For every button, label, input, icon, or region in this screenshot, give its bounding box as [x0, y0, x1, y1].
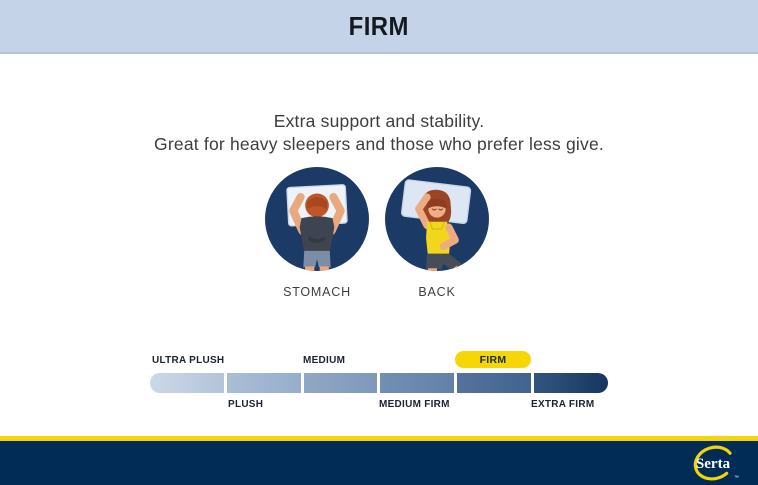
- scale-label-medium-firm: MEDIUM FIRM: [379, 398, 450, 410]
- firmness-scale: ULTRA PLUSH MEDIUM FIRM PLUSH MEDIUM FIR…: [150, 351, 608, 413]
- scale-label-firm: FIRM: [479, 353, 507, 366]
- sleep-positions: STOMACH: [0, 167, 758, 307]
- sleep-position-label: STOMACH: [283, 285, 351, 299]
- serta-logo-text: Serta: [696, 456, 731, 472]
- firmness-segment-ultra-plush: [150, 373, 224, 393]
- firmness-bar: [150, 373, 608, 393]
- scale-label-plush: PLUSH: [228, 398, 264, 410]
- scale-label-extra-firm: EXTRA FIRM: [531, 398, 595, 410]
- footer-accent-stripe: [0, 436, 758, 441]
- header: FIRM: [0, 0, 758, 54]
- footer: Serta ™: [0, 436, 758, 485]
- scale-label-medium: MEDIUM: [303, 354, 346, 366]
- firmness-segment-firm: [457, 373, 532, 393]
- scale-selected-badge: FIRM: [455, 351, 531, 368]
- serta-trademark: ™: [734, 475, 739, 481]
- description-line-2: Great for heavy sleepers and those who p…: [154, 133, 604, 154]
- stomach-sleeper-illustration-icon: [265, 167, 369, 271]
- sleep-position-stomach: STOMACH: [265, 167, 369, 299]
- sleep-position-back: BACK: [385, 167, 489, 299]
- firmness-segment-medium: [303, 373, 378, 393]
- sleep-position-label: BACK: [418, 285, 456, 299]
- description-text: Extra support and stability. Great for h…: [0, 110, 758, 156]
- scale-label-ultra-plush: ULTRA PLUSH: [152, 354, 225, 366]
- back-sleeper-illustration-icon: [385, 167, 489, 271]
- firmness-segment-plush: [226, 373, 301, 393]
- footer-band: [0, 441, 758, 485]
- firmness-segment-extra-firm: [534, 373, 608, 393]
- firmness-segment-medium-firm: [380, 373, 455, 393]
- page-title: FIRM: [348, 10, 410, 41]
- description-line-1: Extra support and stability.: [273, 110, 485, 131]
- serta-logo-icon: Serta ™: [693, 445, 739, 481]
